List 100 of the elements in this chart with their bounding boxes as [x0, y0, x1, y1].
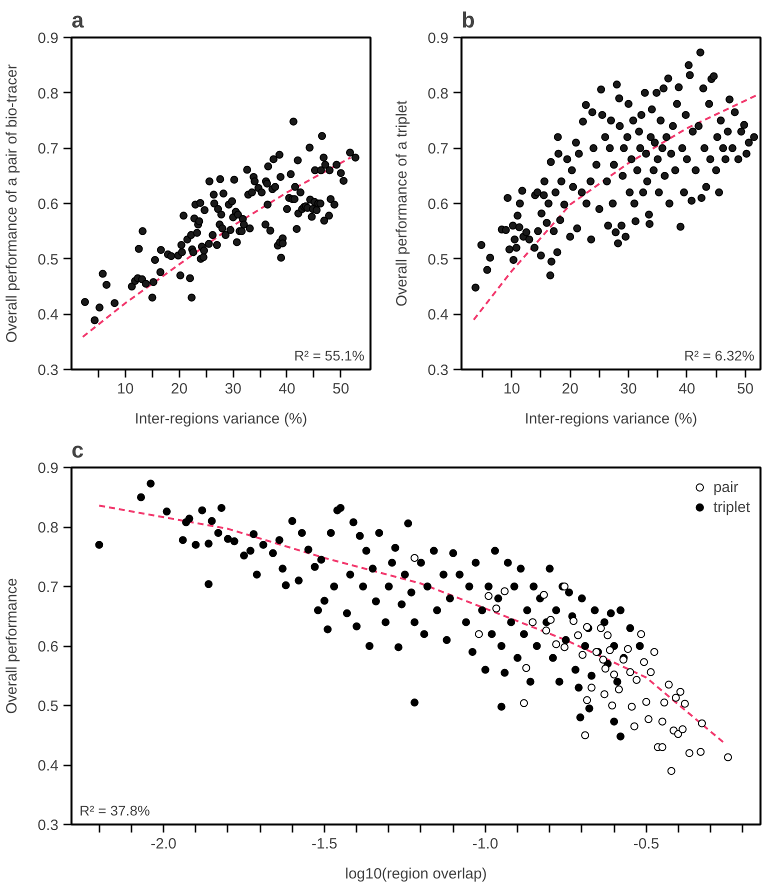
y-tick-label: 0.5	[38, 698, 59, 715]
point	[492, 604, 500, 613]
point	[608, 702, 616, 710]
legend-label: triplet	[713, 498, 750, 516]
point	[667, 766, 676, 775]
y-tick-label: 0.6	[38, 638, 59, 656]
point	[588, 684, 596, 692]
point	[650, 648, 658, 656]
x-tick-label: -1.0	[472, 836, 498, 852]
x-tick-label: 40	[278, 380, 296, 398]
chart-title: c	[72, 438, 84, 462]
annotation: R² = 6.32%	[684, 348, 755, 364]
x-tick-label: -0.5	[633, 836, 660, 852]
point	[678, 725, 687, 734]
y-tick-label: 0.9	[38, 30, 59, 47]
x-tick-label: -2.0	[150, 836, 176, 852]
point	[658, 743, 666, 752]
point	[560, 643, 569, 652]
x-tick-label: 50	[332, 380, 350, 398]
y-axis-title: Overall performance of a pair of bio-tracer	[4, 64, 21, 343]
point	[674, 730, 682, 738]
point	[646, 668, 655, 676]
point	[626, 668, 634, 676]
chart-title: b	[462, 8, 475, 32]
x-tick-label: -1.5	[312, 836, 338, 852]
y-tick-label: 0.8	[38, 85, 59, 102]
x-tick-label: 10	[117, 380, 134, 398]
y-tick-label: 0.5	[38, 251, 59, 268]
x-tick-label: 20	[170, 380, 188, 398]
point	[676, 688, 684, 696]
x-tick-label: 10	[503, 380, 520, 398]
y-tick-label: 0.3	[428, 362, 449, 379]
y-tick-label: 0.8	[38, 520, 59, 536]
point	[672, 694, 680, 702]
point	[660, 698, 668, 707]
point	[632, 676, 641, 684]
point	[658, 718, 666, 726]
y-tick-label: 0.3	[38, 817, 59, 834]
point	[601, 664, 610, 673]
point	[546, 616, 555, 624]
x-axis-title: Inter-regions variance (%)	[524, 410, 698, 428]
point	[410, 554, 419, 562]
legend-label: pair	[713, 478, 738, 496]
point	[664, 680, 673, 689]
x-axis-title: Inter-regions variance (%)	[134, 410, 308, 428]
y-tick-label: 0.4	[38, 758, 59, 774]
point	[484, 592, 493, 600]
point	[578, 650, 587, 659]
point	[640, 658, 648, 666]
point	[610, 670, 618, 679]
point	[698, 719, 706, 728]
point	[599, 656, 608, 664]
x-tick-label: 20	[562, 380, 578, 398]
y-tick-label: 0.4	[428, 306, 449, 324]
y-tick-label: 0.6	[38, 196, 59, 213]
point	[542, 626, 550, 635]
y-tick-label: 0.8	[428, 85, 449, 102]
y-tick-label: 0.9	[38, 460, 59, 477]
annotation: R² = 37.8%	[80, 802, 150, 818]
point	[596, 624, 605, 632]
point	[696, 748, 705, 756]
y-tick-label: 0.5	[428, 251, 449, 268]
y-tick-label: 0.9	[428, 30, 449, 47]
x-tick-label: 30	[224, 380, 242, 398]
point	[642, 698, 650, 706]
y-tick-label: 0.7	[38, 579, 59, 596]
point	[724, 753, 732, 762]
point	[522, 664, 530, 672]
point	[500, 587, 509, 596]
point	[574, 631, 582, 640]
x-tick-label: 30	[620, 380, 637, 398]
point	[581, 731, 590, 740]
y-tick-label: 0.7	[38, 140, 59, 158]
point	[600, 690, 608, 698]
point	[520, 699, 528, 708]
point	[528, 618, 537, 626]
point	[474, 630, 483, 638]
point	[628, 702, 636, 711]
annotation: R² = 55.1%	[294, 348, 365, 364]
point	[540, 590, 548, 599]
y-tick-label: 0.7	[428, 140, 449, 158]
point	[644, 715, 653, 724]
chart-title: a	[72, 8, 84, 32]
point	[614, 685, 623, 694]
y-tick-label: 0.4	[38, 306, 59, 324]
y-axis-title: Overall performance of a triplet	[394, 100, 411, 306]
point	[637, 630, 646, 638]
point	[680, 700, 689, 708]
x-axis-title: log10(region overlap)	[345, 866, 487, 882]
point	[685, 749, 694, 758]
y-tick-label: 0.3	[38, 362, 59, 379]
x-tick-label: 40	[678, 380, 696, 398]
point	[624, 644, 632, 653]
point	[606, 646, 614, 654]
y-tick-label: 0.6	[428, 196, 449, 213]
point	[570, 617, 578, 626]
point	[604, 631, 612, 640]
point	[552, 640, 560, 648]
point	[630, 722, 638, 730]
x-tick-label: 50	[736, 380, 754, 398]
